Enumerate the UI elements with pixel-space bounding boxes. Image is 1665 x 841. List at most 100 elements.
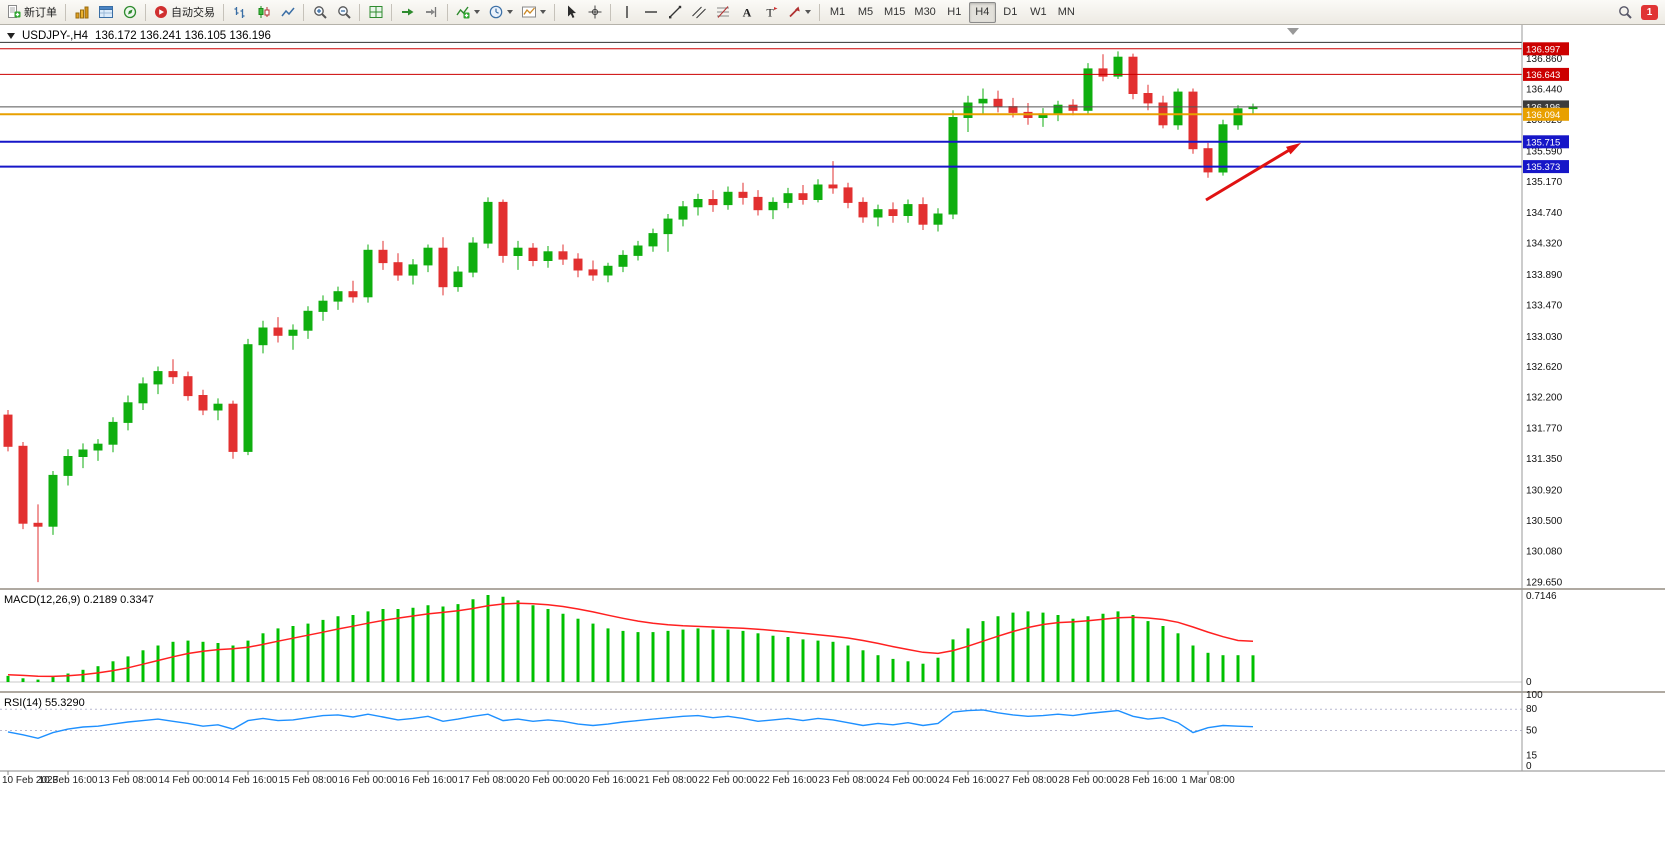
rsi-axis-label: 100 — [1526, 690, 1543, 701]
new-order-button[interactable]: 新订单 — [3, 2, 61, 23]
auto-trading-label: 自动交易 — [171, 7, 215, 19]
timeframe-m1-button[interactable]: M1 — [824, 2, 851, 23]
timeframe-h1-button[interactable]: H1 — [941, 2, 968, 23]
time-axis-label: 16 Feb 00:00 — [339, 775, 398, 786]
auto-scroll-button[interactable] — [396, 2, 419, 23]
price-axis-label: 134.740 — [1526, 208, 1563, 219]
candle-body — [183, 376, 193, 397]
price-tag-label: 136.643 — [1526, 70, 1560, 81]
horizontal-line-tool-button[interactable] — [639, 2, 662, 23]
panel-separator[interactable] — [0, 588, 1665, 590]
timeframe-d1-button[interactable]: D1 — [997, 2, 1024, 23]
candle-body — [153, 371, 163, 385]
price-tag[interactable] — [1523, 160, 1569, 174]
macd-signal-line — [7, 602, 1254, 678]
timeframe-m30-button[interactable]: M30 — [910, 2, 939, 23]
periods-button[interactable] — [485, 2, 517, 23]
price-tag[interactable] — [1523, 42, 1569, 56]
line-chart-mode-button[interactable] — [276, 2, 299, 23]
candlestick-mode-button[interactable] — [252, 2, 275, 23]
zoom-out-button[interactable] — [332, 2, 355, 23]
candle-body — [768, 201, 778, 211]
trend-arrow[interactable] — [1205, 144, 1297, 202]
price-tag[interactable] — [1523, 107, 1569, 121]
templates-button[interactable] — [518, 2, 550, 23]
vertical-line-tool-button[interactable] — [615, 2, 638, 23]
toolbar-separator — [447, 3, 448, 21]
label-tool-button[interactable]: T — [759, 2, 782, 23]
price-axis-label: 131.770 — [1526, 424, 1563, 435]
notifications-button[interactable]: 1 — [1637, 2, 1662, 23]
toolbar-separator — [303, 3, 304, 21]
tile-windows-button[interactable] — [364, 2, 387, 23]
fibonacci-tool-button[interactable] — [711, 2, 734, 23]
candle-body — [618, 254, 628, 267]
candle-body — [933, 213, 943, 225]
trendline-tool-button[interactable] — [663, 2, 686, 23]
cursor-tool-button[interactable] — [559, 2, 582, 23]
arrows-tool-button[interactable] — [783, 2, 815, 23]
channel-tool-button[interactable] — [687, 2, 710, 23]
price-axis-label: 132.620 — [1526, 362, 1563, 373]
candle-body — [1188, 91, 1198, 150]
chart-canvas[interactable]: 136.860136.440136.020135.590135.170134.7… — [0, 25, 1665, 841]
indicator-plus-icon — [456, 5, 470, 19]
price-tag[interactable] — [1523, 135, 1569, 149]
time-axis-label: 14 Feb 00:00 — [159, 775, 218, 786]
candle-body — [348, 291, 358, 298]
candle-body — [1203, 148, 1213, 173]
candle-body — [303, 310, 313, 331]
timeframe-w1-button[interactable]: W1 — [1025, 2, 1052, 23]
timeframe-m5-button[interactable]: M5 — [852, 2, 879, 23]
time-axis-label: 27 Feb 08:00 — [999, 775, 1058, 786]
candle-body — [813, 184, 823, 200]
candle-body — [18, 445, 28, 524]
time-axis-label: 1 Mar 08:00 — [1181, 775, 1235, 786]
price-tag-label: 135.715 — [1526, 137, 1560, 148]
candle-body — [393, 262, 403, 276]
timeframe-mn-button[interactable]: MN — [1053, 2, 1080, 23]
candle-body — [633, 245, 643, 256]
candle-body — [243, 344, 253, 452]
toolbar-separator — [65, 3, 66, 21]
time-axis-label: 28 Feb 16:00 — [1119, 775, 1178, 786]
candle-body — [228, 403, 238, 452]
chart-shift-button[interactable] — [420, 2, 443, 23]
candle-body — [543, 251, 553, 262]
candle-body — [648, 233, 658, 247]
price-tag[interactable] — [1523, 67, 1569, 81]
price-axis-label: 134.320 — [1526, 239, 1563, 250]
panel-separator[interactable] — [0, 691, 1665, 693]
timeframe-m15-button[interactable]: M15 — [880, 2, 909, 23]
market-watch-button[interactable] — [94, 2, 117, 23]
macd-indicator-label: MACD(12,26,9) 0.2189 0.3347 — [4, 594, 154, 606]
timeframe-h4-button[interactable]: H4 — [968, 1, 996, 23]
crosshair-tool-button[interactable] — [583, 2, 606, 23]
toolbar-separator — [359, 3, 360, 21]
candle-body — [318, 300, 328, 312]
text-tool-button[interactable]: A — [735, 2, 758, 23]
candle-body — [513, 247, 523, 256]
indicators-button[interactable] — [452, 2, 484, 23]
time-axis-label: 10 Feb 2023 — [2, 775, 59, 786]
search-button[interactable] — [1613, 2, 1636, 23]
time-axis-label: 13 Feb 08:00 — [99, 775, 158, 786]
hline-icon — [644, 5, 658, 19]
grid-green-icon — [369, 5, 383, 19]
price-axis-label: 133.470 — [1526, 300, 1563, 311]
charts-bar-button[interactable] — [70, 2, 93, 23]
macd-axis-label: 0 — [1526, 677, 1532, 688]
auto-trading-button[interactable]: 自动交易 — [150, 2, 219, 23]
toolbar-separator — [610, 3, 611, 21]
candle-body — [993, 98, 1003, 108]
chart-ohlc-values: 136.172 136.241 136.105 136.196 — [95, 30, 271, 42]
candle-body — [93, 443, 103, 451]
chart-shift-marker[interactable] — [1287, 28, 1299, 35]
navigator-button[interactable] — [118, 2, 141, 23]
bar-chart-mode-button[interactable] — [228, 2, 251, 23]
candle-body — [873, 209, 883, 218]
time-axis-label: 14 Feb 16:00 — [219, 775, 278, 786]
collapse-arrow-icon[interactable] — [7, 33, 15, 39]
zoom-in-button[interactable] — [308, 2, 331, 23]
candle-body — [588, 269, 598, 276]
